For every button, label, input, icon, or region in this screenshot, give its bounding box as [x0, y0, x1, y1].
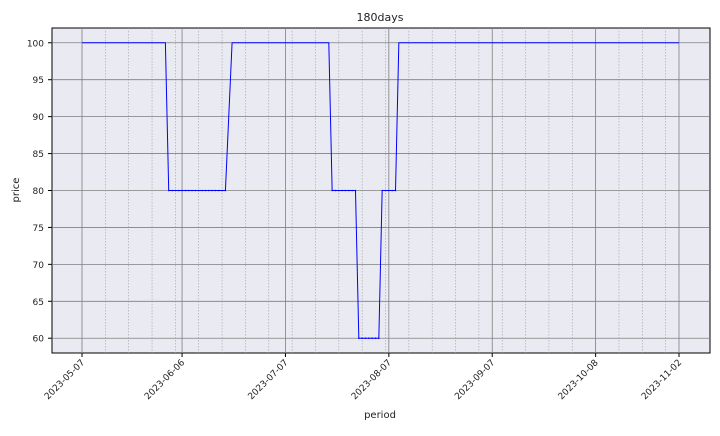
- data-point: [201, 189, 203, 192]
- data-point: [354, 189, 357, 192]
- data-point: [381, 189, 383, 192]
- y-tick-label: 75: [33, 224, 44, 234]
- y-tick-label: 70: [33, 261, 45, 271]
- x-tick-label: 2023-11-02: [640, 358, 684, 402]
- data-point: [221, 189, 223, 192]
- x-axis: 2023-05-07 2023-06-06 2023-07-07 2023-08-07…: [43, 353, 684, 402]
- data-point: [334, 189, 337, 192]
- data-point: [368, 337, 370, 340]
- data-point: [358, 337, 360, 340]
- x-tick-label: 2023-10-08: [557, 358, 601, 402]
- data-point: [177, 189, 180, 192]
- data-point: [361, 337, 363, 340]
- y-tick-label: 90: [33, 113, 45, 123]
- y-tick-label: 100: [27, 39, 44, 49]
- y-tick-label: 95: [33, 76, 44, 86]
- data-point: [391, 189, 393, 192]
- data-point: [338, 189, 340, 192]
- data-point: [207, 189, 210, 192]
- data-point: [211, 189, 213, 192]
- data-point: [197, 189, 200, 192]
- x-axis-label: period: [364, 410, 396, 421]
- x-tick-label: 2023-08-07: [350, 358, 394, 402]
- data-point: [348, 189, 350, 192]
- data-point: [378, 337, 380, 340]
- data-point: [171, 189, 173, 192]
- data-point: [194, 189, 197, 192]
- data-point: [384, 189, 387, 192]
- data-point: [331, 189, 333, 192]
- data-point: [364, 337, 367, 340]
- x-tick-label: 2023-07-07: [247, 358, 291, 402]
- y-tick-label: 60: [33, 335, 45, 345]
- data-point: [344, 189, 347, 192]
- data-point: [167, 189, 170, 192]
- data-point: [204, 189, 207, 192]
- data-point: [394, 189, 397, 192]
- y-tick-label: 85: [33, 150, 44, 160]
- data-point: [181, 189, 183, 192]
- data-point: [224, 189, 227, 192]
- data-point: [187, 189, 190, 192]
- y-tick-label: 65: [33, 298, 44, 308]
- x-tick-label: 2023-05-07: [43, 358, 87, 402]
- data-point: [351, 189, 353, 192]
- x-tick-label: 2023-06-06: [143, 358, 187, 402]
- y-axis-label: price: [11, 178, 22, 203]
- series-layer: [82, 42, 679, 340]
- chart-title: 180days: [357, 11, 404, 24]
- y-axis: 60 65 70 75 80 85 90 95 100: [27, 39, 52, 345]
- data-point: [184, 189, 187, 192]
- y-tick-label: 80: [33, 187, 45, 197]
- x-tick-label: 2023-09-07: [453, 358, 497, 402]
- data-point: [388, 189, 390, 192]
- data-point: [374, 337, 377, 340]
- data-point: [174, 189, 177, 192]
- data-point: [371, 337, 373, 340]
- data-point: [217, 189, 220, 192]
- data-point: [214, 189, 217, 192]
- data-point: [191, 189, 193, 192]
- data-point: [341, 189, 343, 192]
